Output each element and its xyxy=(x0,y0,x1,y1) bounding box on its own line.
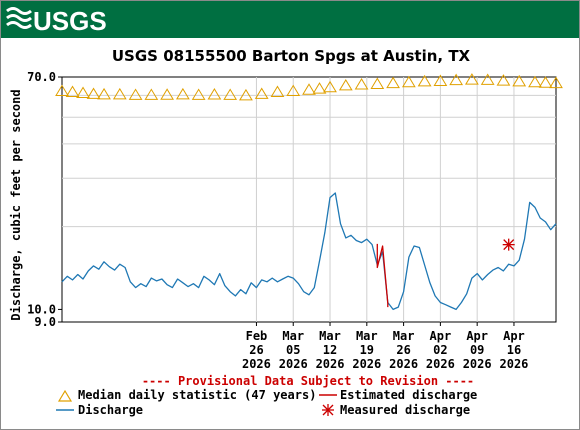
x-tick-label: Mar xyxy=(393,329,415,343)
usgs-wave-icon xyxy=(6,7,32,29)
estimated-series xyxy=(376,243,389,308)
median-point xyxy=(449,73,464,86)
x-tick-label: 2026 xyxy=(316,357,345,371)
x-tick-label: 12 xyxy=(323,343,337,357)
x-tick-label: 16 xyxy=(507,343,521,357)
median-point xyxy=(549,76,563,89)
x-tick-label: 2026 xyxy=(463,357,492,371)
median-point xyxy=(160,88,174,100)
median-series xyxy=(55,73,563,101)
y-tick-label: 70.0 xyxy=(27,70,56,84)
x-tick-label: 2026 xyxy=(352,357,381,371)
measured-point xyxy=(502,238,515,251)
x-tick-label: Apr xyxy=(503,329,525,343)
median-point xyxy=(144,88,159,100)
x-tick-label: 2026 xyxy=(426,357,455,371)
median-point xyxy=(112,87,127,100)
median-point xyxy=(128,88,143,100)
legend-measured-marker xyxy=(322,404,334,416)
legend-estimated-label: Estimated discharge xyxy=(340,388,477,402)
y-axis-ticks: 70.0 10.09.0 xyxy=(27,70,62,329)
x-tick-label: Apr xyxy=(430,329,452,343)
median-point xyxy=(270,85,285,97)
median-point xyxy=(496,74,511,86)
median-point xyxy=(55,84,69,97)
x-tick-label: Apr xyxy=(466,329,488,343)
median-point xyxy=(312,82,327,94)
median-point xyxy=(65,85,80,97)
median-point xyxy=(528,75,542,88)
x-tick-label: 2026 xyxy=(242,357,271,371)
median-point xyxy=(465,73,479,85)
median-point xyxy=(323,80,337,93)
x-tick-label: 2026 xyxy=(500,357,529,371)
measured-series xyxy=(502,238,515,251)
legend-discharge-label: Discharge xyxy=(78,403,143,417)
chart-title: USGS 08155500 Barton Spgs at Austin, TX xyxy=(112,47,471,65)
x-tick-label: Mar xyxy=(319,329,341,343)
usgs-logo-text: USGS xyxy=(33,6,107,36)
x-tick-label: Mar xyxy=(282,329,304,343)
x-tick-label: 02 xyxy=(433,343,447,357)
median-point xyxy=(97,87,111,100)
median-point xyxy=(302,83,316,95)
median-point xyxy=(370,77,385,89)
x-tick-label: 2026 xyxy=(389,357,418,371)
y-axis-label: Discharge, cubic feet per second xyxy=(9,89,23,320)
legend: Median daily statistic (47 years) Estima… xyxy=(56,388,477,417)
median-point xyxy=(175,87,190,100)
discharge-line xyxy=(61,192,557,311)
median-point xyxy=(207,88,222,100)
median-point xyxy=(223,88,238,100)
x-tick-label: 09 xyxy=(470,343,484,357)
legend-median-label: Median daily statistic (47 years) xyxy=(78,388,316,402)
x-tick-label: Mar xyxy=(356,329,378,343)
median-point xyxy=(512,74,527,87)
x-tick-label: 26 xyxy=(396,343,410,357)
median-point xyxy=(417,74,432,87)
median-point xyxy=(338,78,353,91)
usgs-logo: USGS xyxy=(6,6,107,36)
median-point xyxy=(538,76,553,88)
x-tick-label: Feb xyxy=(246,329,268,343)
median-point xyxy=(191,88,206,100)
y-tick-label: 9.0 xyxy=(34,315,56,329)
x-tick-label: 19 xyxy=(360,343,374,357)
legend-median-marker xyxy=(57,389,73,402)
x-tick-label: 05 xyxy=(286,343,300,357)
median-point xyxy=(401,75,416,88)
y-tick-label: 10.0 xyxy=(27,302,56,316)
median-point xyxy=(433,74,448,86)
median-point xyxy=(76,86,90,98)
legend-measured-label: Measured discharge xyxy=(340,403,470,417)
plot-area xyxy=(61,76,557,323)
provisional-note: ---- Provisional Data Subject to Revisio… xyxy=(142,374,474,388)
median-point xyxy=(86,87,101,99)
x-tick-label: 26 xyxy=(249,343,263,357)
estimated-line xyxy=(376,243,389,308)
median-point xyxy=(239,88,253,101)
median-point xyxy=(354,78,369,90)
median-point xyxy=(480,73,495,85)
x-axis-ticks: Feb262026Mar052026Mar122026Mar192026Mar2… xyxy=(242,322,528,371)
median-point xyxy=(286,84,301,97)
median-point xyxy=(254,87,269,99)
x-tick-label: 2026 xyxy=(279,357,308,371)
discharge-series xyxy=(61,192,557,311)
median-point xyxy=(386,76,400,89)
usgs-banner: USGS xyxy=(1,1,579,38)
